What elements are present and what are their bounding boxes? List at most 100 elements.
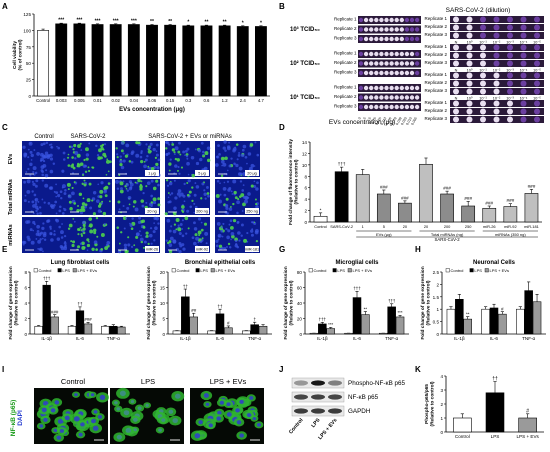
chart-f-ytick-label: 10 bbox=[160, 301, 166, 306]
panel-c-cell-dot bbox=[249, 143, 254, 147]
chart-g-bar bbox=[326, 328, 335, 335]
panel-b-well bbox=[389, 17, 394, 23]
panel-c-cell-dot bbox=[241, 210, 244, 212]
panel-c-cell-dot bbox=[141, 204, 145, 208]
panel-c-cell-dot bbox=[42, 163, 47, 168]
panel-c-cell-dot bbox=[247, 152, 252, 156]
panel-i-nucleus bbox=[92, 425, 99, 431]
panel-c-cell-dot bbox=[140, 180, 143, 183]
chart-f-legend-label: Control bbox=[177, 268, 190, 273]
panel-c-cell-dot bbox=[57, 194, 61, 198]
chart-d-ytick-label: 2 bbox=[304, 209, 307, 214]
panel-c-cell-dot bbox=[93, 231, 97, 235]
panel-c-cell-dot bbox=[91, 247, 95, 251]
panel-c-cell-dot bbox=[23, 180, 27, 184]
panel-i-nucleus bbox=[97, 415, 103, 419]
panel-c-cell-dot bbox=[188, 190, 192, 194]
panel-c-cell-dot bbox=[203, 166, 208, 171]
chart-a-bar bbox=[109, 24, 122, 97]
panel-c-cell-dot bbox=[58, 209, 62, 213]
panel-c-cell-dot bbox=[126, 206, 130, 210]
chart-d-bar bbox=[440, 193, 454, 223]
panel-c-cell-dot bbox=[234, 244, 238, 248]
panel-c-cell-dot bbox=[197, 148, 202, 153]
panel-c-cell-dot bbox=[146, 181, 151, 186]
panel-c-cell-dot bbox=[241, 189, 245, 192]
chart-g-sig: ††† bbox=[319, 317, 327, 322]
panel-c-cell-dot bbox=[181, 219, 184, 222]
chart-e-ytick-label: 4 bbox=[24, 301, 27, 306]
panel-c-cell-dot bbox=[60, 230, 64, 235]
panel-b-right-well bbox=[493, 16, 500, 23]
chart-h-bar bbox=[489, 307, 499, 335]
panel-c-cell-dot bbox=[185, 153, 189, 156]
panel-b-well bbox=[409, 104, 415, 110]
panel-i-nucleus bbox=[219, 400, 225, 405]
chart-a-xtick-label: 4.7 bbox=[258, 98, 265, 103]
panel-c-cell-dot bbox=[80, 205, 85, 210]
chart-d-bar bbox=[376, 193, 391, 223]
panel-c-cell-dot bbox=[42, 250, 44, 253]
panel-c-cell-dot bbox=[175, 228, 178, 231]
chart-d-sig: ### bbox=[401, 195, 409, 200]
panel-c-cell-dot bbox=[143, 240, 147, 244]
panel-j-band bbox=[311, 380, 325, 386]
panel-b-right-well bbox=[466, 100, 473, 107]
panel-c-cell-dot bbox=[135, 141, 139, 145]
panel-b-right-col-label: 10⁻⁵ bbox=[533, 96, 541, 100]
panel-c-cell-dot bbox=[200, 197, 203, 200]
panel-j-band-label: Phospho-NF-κB p65 bbox=[348, 380, 406, 387]
panel-letter-c: C bbox=[2, 123, 8, 132]
panel-b-right-well bbox=[493, 44, 500, 51]
panel-letter-e: E bbox=[2, 245, 8, 254]
panel-c-cell-dot bbox=[107, 182, 111, 185]
panel-letter-k: K bbox=[415, 365, 421, 374]
panel-c-cell-dot bbox=[34, 198, 37, 201]
panel-c-cell-dot bbox=[27, 167, 30, 171]
panel-c-cell-dot bbox=[167, 196, 170, 199]
chart-k-ylabel-line: Phospho-p65/p65 bbox=[424, 384, 430, 424]
panel-c-cell-dot bbox=[193, 211, 196, 214]
panel-c-cell-dot bbox=[120, 141, 125, 145]
panel-c-cell-dot bbox=[237, 154, 241, 157]
chart-g-xtick-label: IL-6 bbox=[353, 336, 361, 341]
chart-d-bar bbox=[398, 202, 412, 223]
panel-c-cell-dot bbox=[174, 196, 178, 200]
panel-c-cell-dot bbox=[72, 240, 76, 244]
chart-a-bar bbox=[254, 26, 267, 97]
panel-c-cell-dot bbox=[193, 227, 198, 231]
panel-i-nucleus bbox=[116, 434, 122, 440]
panel-c-cell-dot bbox=[35, 201, 37, 204]
panel-c-cell-dot bbox=[173, 151, 176, 154]
panel-b-well bbox=[414, 104, 420, 110]
panel-b-right-well bbox=[480, 32, 486, 39]
panel-c-cell-dot bbox=[70, 145, 74, 149]
panel-b-well bbox=[414, 70, 420, 76]
panel-b-right-well bbox=[453, 44, 459, 51]
panel-c-cell-dot bbox=[41, 179, 45, 182]
panel-b-right-replicate-label: Replicate 3 bbox=[424, 88, 447, 93]
panel-c-cell-dot bbox=[29, 228, 33, 232]
panel-c-cell-dot bbox=[220, 229, 224, 233]
chart-a-sig: ** bbox=[168, 19, 172, 25]
panel-b-right-well bbox=[534, 52, 540, 59]
panel-b-well bbox=[384, 70, 389, 76]
panel-c-cell-dot bbox=[179, 192, 184, 197]
panel-c-cell-dot bbox=[206, 146, 211, 150]
panel-c-cell-dot bbox=[63, 241, 67, 245]
chart-h-ylabel-line: (Relative to control) bbox=[426, 280, 432, 325]
chart-g-title: Microglial cells bbox=[335, 260, 379, 266]
panel-b-well bbox=[358, 70, 364, 76]
panel-c-cell-dot bbox=[168, 181, 173, 186]
panel-c-cell-dot bbox=[128, 180, 133, 184]
chart-g-bar bbox=[318, 323, 327, 335]
panel-b-col-label: 1.25 bbox=[370, 116, 377, 124]
panel-j-band bbox=[294, 408, 308, 414]
panel-c-cell-dot bbox=[55, 191, 59, 195]
chart-h-bar bbox=[532, 301, 542, 335]
panel-c-cell-dot bbox=[100, 232, 105, 237]
panel-c-cell-dot bbox=[228, 141, 231, 144]
chart-g-legend-label: LPS + EVs bbox=[353, 268, 372, 273]
panel-c-tile-tag: 5 μg bbox=[198, 172, 205, 176]
panel-c-cell-dot bbox=[130, 245, 134, 249]
